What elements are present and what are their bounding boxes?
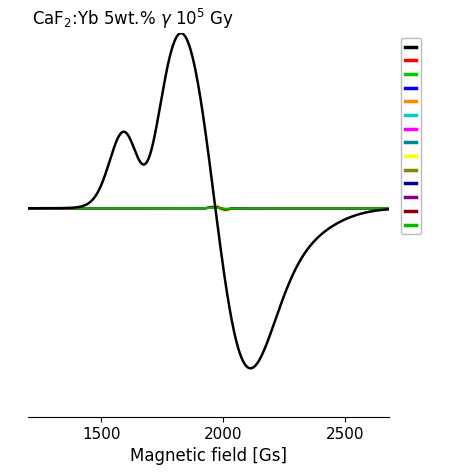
Text: CaF$_2$:Yb 5wt.% $\gamma$ 10$^5$ Gy: CaF$_2$:Yb 5wt.% $\gamma$ 10$^5$ Gy [32,7,234,31]
Legend: , , , , , , , , , , , , , : , , , , , , , , , , , , , [401,38,421,234]
X-axis label: Magnetic field [Gs]: Magnetic field [Gs] [130,447,287,465]
